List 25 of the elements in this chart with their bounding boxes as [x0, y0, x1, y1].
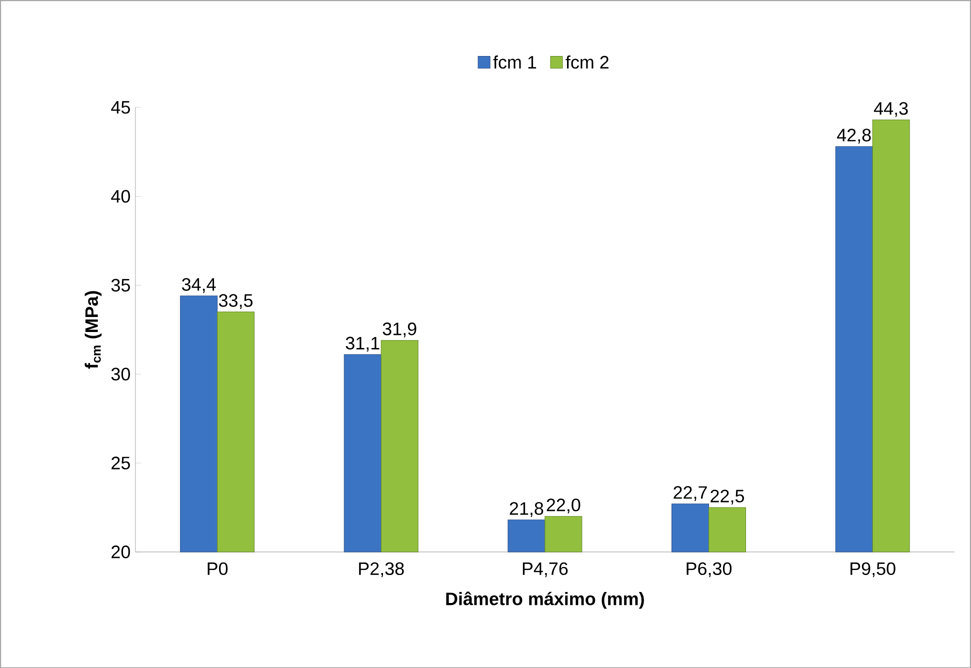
x-tick-label: P9,50	[850, 562, 896, 578]
legend-label: fcm 2	[566, 55, 608, 68]
data-label: 34,4	[182, 278, 216, 293]
y-axis-title: f$_{cm}$ (MPa)	[84, 291, 102, 369]
data-label: 31,1	[346, 336, 380, 352]
y-tick-label: 45	[111, 100, 130, 114]
y-tick-label: 40	[111, 190, 130, 203]
data-label: 31,9	[382, 322, 416, 338]
data-label: 22,0	[546, 498, 580, 514]
data-label: 44,3	[874, 102, 908, 117]
data-label: 22,7	[674, 486, 707, 501]
data-label: 42,8	[837, 128, 871, 144]
data-label: 21,8	[510, 502, 544, 517]
legend-label: fcm 1	[493, 55, 536, 68]
x-axis-title: Diâmetro máximo (mm)	[446, 591, 644, 609]
x-tick-label: P4,76	[522, 562, 568, 578]
y-tick-label: 25	[112, 456, 130, 470]
data-label: 22,5	[710, 490, 744, 504]
data-label: 33,5	[218, 294, 253, 309]
x-tick-label: P0	[208, 562, 228, 575]
x-tick-label: P6,30	[686, 562, 732, 578]
x-tick-label: P2,38	[359, 562, 404, 578]
y-tick-label: 30	[111, 368, 130, 380]
y-tick-label: 35	[111, 278, 130, 292]
y-tick-label: 20	[112, 545, 130, 558]
